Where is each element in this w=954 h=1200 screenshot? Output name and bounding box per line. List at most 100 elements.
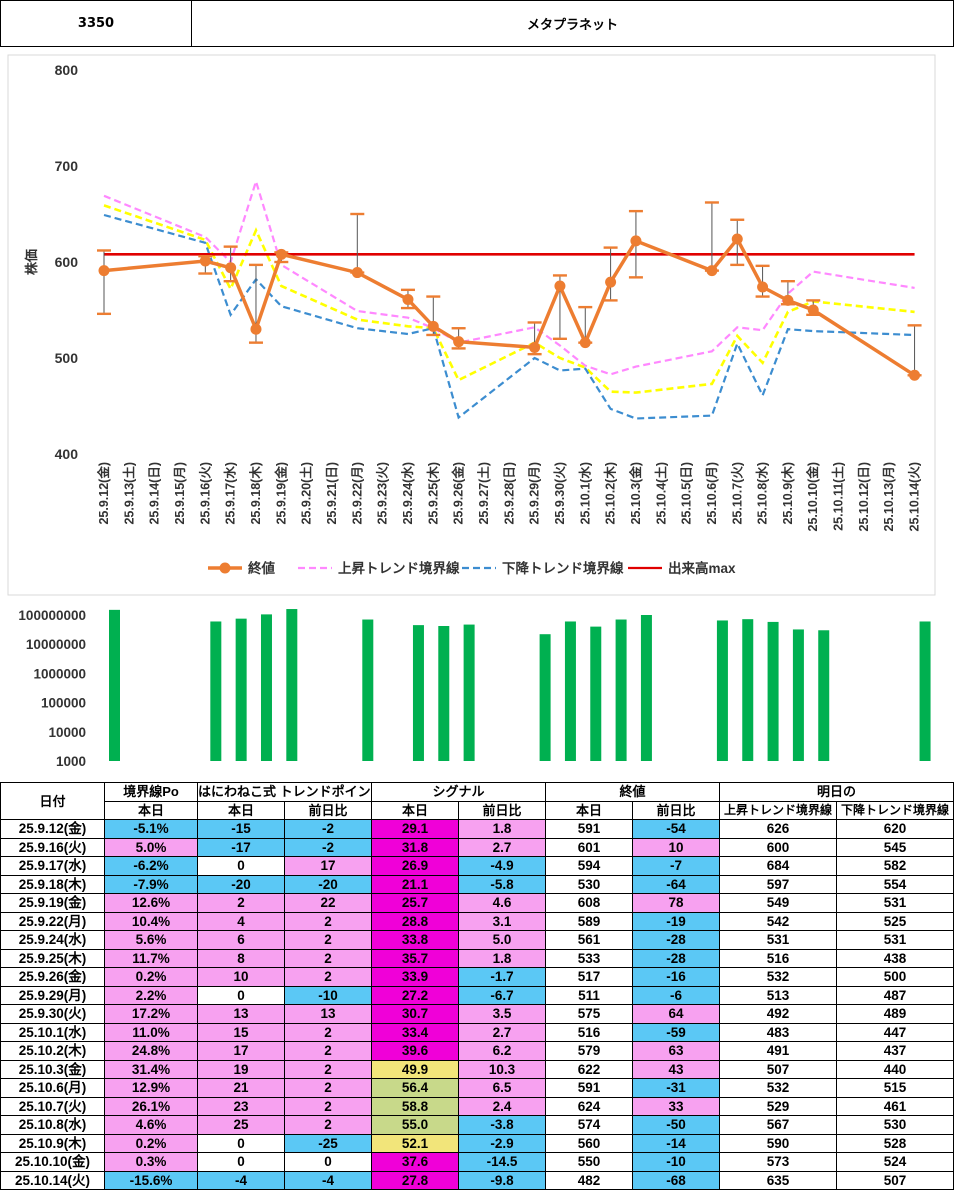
subheader-up-boundary: 上昇トレンド境界線 <box>719 800 838 820</box>
cell-tp: -17 <box>197 837 285 857</box>
cell-down: 500 <box>836 967 954 987</box>
cell-closed: -14 <box>632 1133 721 1153</box>
cell-tp: 0 <box>197 985 285 1005</box>
cell-down: 489 <box>836 1004 954 1024</box>
table-row: 25.10.6(月) 12.9% 21 2 56.4 6.5 591 -31 532 515 <box>0 1078 954 1098</box>
volume-y-tick-label: 10000000 <box>26 637 86 652</box>
cell-down: 582 <box>836 856 954 876</box>
row-date: 25.10.6(月) <box>0 1078 105 1098</box>
cell-tp: 25 <box>197 1115 285 1135</box>
cell-down: 437 <box>836 1041 954 1061</box>
cell-tpd: 17 <box>284 856 372 876</box>
volume-bar <box>438 626 450 761</box>
cell-tp: 4 <box>197 911 285 931</box>
cell-tpd: 2 <box>284 911 372 931</box>
legend-marker <box>219 562 231 574</box>
volume-bar <box>640 615 652 761</box>
x-tick-label: 25.9.22(月) <box>350 462 364 525</box>
cell-sigd: -9.8 <box>457 1170 547 1190</box>
close-point <box>807 304 819 316</box>
cell-sigd: 1.8 <box>457 819 547 839</box>
cell-closed: -54 <box>632 819 721 839</box>
header-date: 日付 <box>0 782 105 820</box>
cell-tpd: -25 <box>284 1133 372 1153</box>
table-row: 25.9.16(火) 5.0% -17 -2 31.8 2.7 601 10 600 545 <box>0 837 954 857</box>
cell-up: 590 <box>719 1133 838 1153</box>
volume-bar <box>919 621 931 761</box>
cell-sigd: 3.1 <box>457 911 547 931</box>
volume-bar <box>564 621 576 761</box>
cell-po: 31.4% <box>104 1059 198 1079</box>
table-row: 25.10.3(金) 31.4% 19 2 49.9 10.3 622 43 507 440 <box>0 1059 954 1079</box>
table-row: 25.10.9(木) 0.2% 0 -25 52.1 -2.9 560 -14 590 528 <box>0 1133 954 1153</box>
cell-closed: -16 <box>632 967 721 987</box>
cell-sig: 33.9 <box>371 967 459 987</box>
cell-tpd: 2 <box>284 1078 372 1098</box>
x-tick-label: 25.9.16(火) <box>198 462 212 525</box>
cell-up: 573 <box>719 1152 838 1172</box>
cell-down: 515 <box>836 1078 954 1098</box>
cell-po: 5.6% <box>104 930 198 950</box>
cell-sig: 39.6 <box>371 1041 459 1061</box>
row-date: 25.10.1(水) <box>0 1022 105 1042</box>
cell-sig: 37.6 <box>371 1152 459 1172</box>
cell-sigd: -2.9 <box>457 1133 547 1153</box>
close-point <box>225 262 237 274</box>
close-point <box>453 336 465 348</box>
cell-tp: 21 <box>197 1078 285 1098</box>
cell-sigd: 5.0 <box>457 930 547 950</box>
cell-tp: -4 <box>197 1170 285 1190</box>
cell-up: 635 <box>719 1170 838 1190</box>
cell-down: 461 <box>836 1096 954 1116</box>
subheader-tp-today: 本日 <box>197 800 285 820</box>
cell-tp: 0 <box>197 856 285 876</box>
cell-tpd: 2 <box>284 1041 372 1061</box>
cell-po: -15.6% <box>104 1170 198 1190</box>
cell-po: 11.0% <box>104 1022 198 1042</box>
table-row: 25.10.7(火) 26.1% 23 2 58.8 2.4 624 33 529 461 <box>0 1096 954 1116</box>
cell-down: 620 <box>836 819 954 839</box>
stock-code: 3350 <box>1 1 192 46</box>
x-tick-label: 25.10.5(日) <box>680 462 694 525</box>
x-tick-label: 25.10.8(水) <box>755 462 770 525</box>
cell-tp: 17 <box>197 1041 285 1061</box>
legend-label: 出来高max <box>668 560 736 576</box>
subheader-sig-today: 本日 <box>371 800 459 820</box>
close-point <box>757 281 769 293</box>
volume-bar <box>539 634 551 761</box>
table-row: 25.10.10(金) 0.3% 0 0 37.6 -14.5 550 -10 573 524 <box>0 1152 954 1172</box>
cell-sig: 33.8 <box>371 930 459 950</box>
y-tick-label: 600 <box>55 254 79 270</box>
close-point <box>782 294 794 306</box>
table-row: 25.10.1(水) 11.0% 15 2 33.4 2.7 516 -59 483 447 <box>0 1022 954 1042</box>
close-point <box>250 323 262 335</box>
cell-close: 591 <box>545 1078 634 1098</box>
cell-tp: -20 <box>197 874 285 894</box>
x-tick-label: 25.9.12(金) <box>96 462 111 525</box>
cell-up: 513 <box>719 985 838 1005</box>
cell-tpd: -10 <box>284 985 372 1005</box>
x-tick-label: 25.9.14(日) <box>148 462 162 525</box>
row-date: 25.9.17(水) <box>0 856 105 876</box>
volume-bar <box>818 630 830 761</box>
series-upper-trend-line <box>103 177 915 376</box>
cell-po: 0.3% <box>104 1152 198 1172</box>
row-date: 25.9.24(水) <box>0 930 105 950</box>
cell-sigd: 2.7 <box>457 837 547 857</box>
x-tick-label: 25.9.17(水) <box>223 462 238 525</box>
cell-up: 529 <box>719 1096 838 1116</box>
close-point <box>579 337 591 349</box>
cell-tpd: 2 <box>284 948 372 968</box>
cell-up: 567 <box>719 1115 838 1135</box>
table-row: 25.9.17(水) -6.2% 0 17 26.9 -4.9 594 -7 684 582 <box>0 856 954 876</box>
cell-po: 10.4% <box>104 911 198 931</box>
legend-label: 終値 <box>248 560 275 576</box>
cell-closed: 63 <box>632 1041 721 1061</box>
row-date: 25.9.29(月) <box>0 985 105 1005</box>
volume-chart: 100000000 10000000 1000000 100000 10000 1000 <box>18 608 931 769</box>
cell-closed: -6 <box>632 985 721 1005</box>
cell-down: 507 <box>836 1170 954 1190</box>
row-date: 25.9.25(木) <box>0 948 105 968</box>
cell-up: 684 <box>719 856 838 876</box>
cell-po: -5.1% <box>104 819 198 839</box>
